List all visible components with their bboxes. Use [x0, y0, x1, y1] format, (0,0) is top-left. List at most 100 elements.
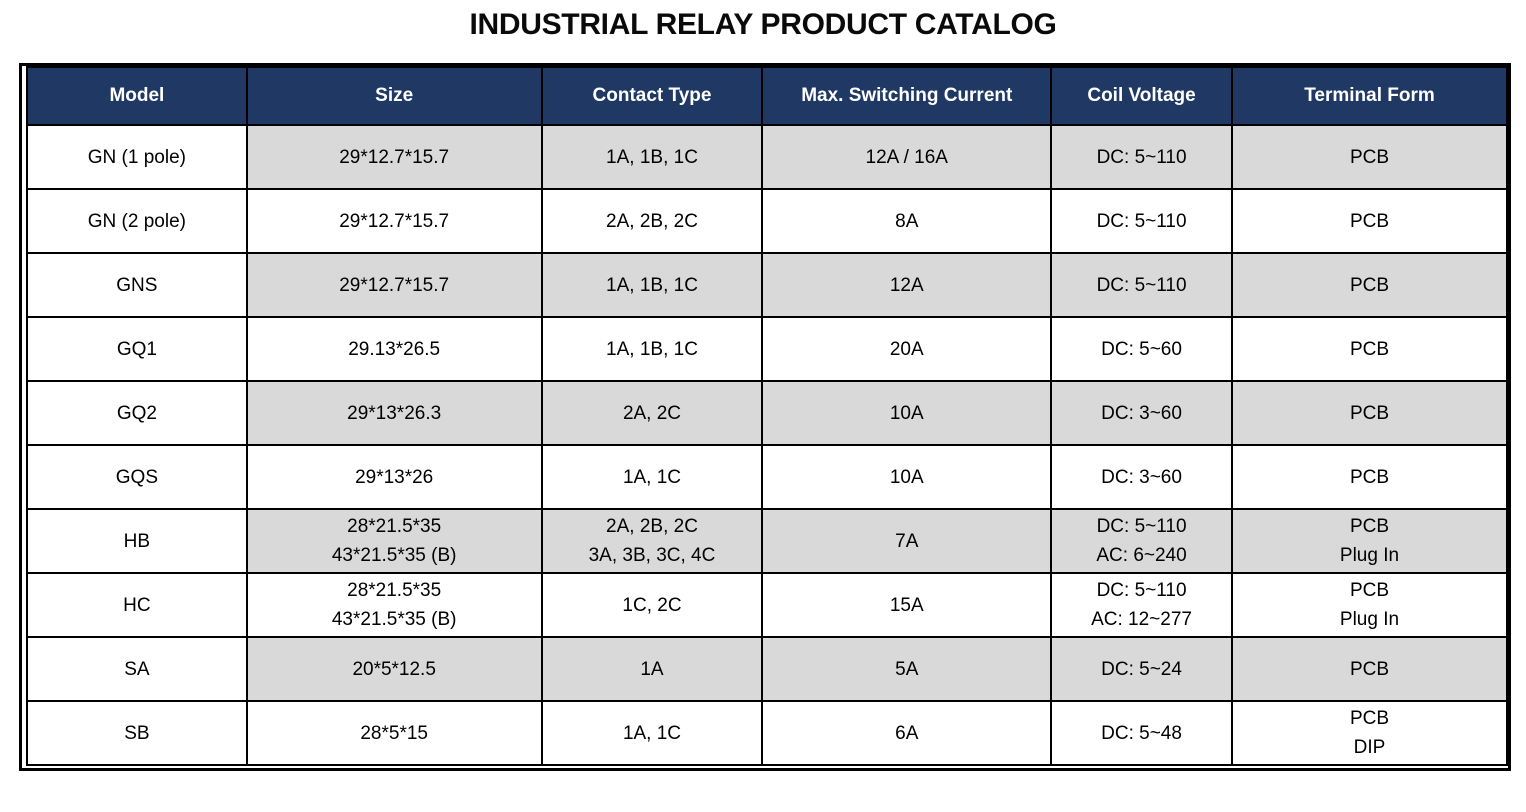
cell-line: PCB [1349, 210, 1390, 232]
cell-contact-type: 1C, 2C [540, 572, 764, 638]
cell-line: 6A [895, 722, 919, 744]
cell-line: 10A [889, 466, 924, 488]
cell-line: 43*21.5*35 (B) [331, 609, 457, 630]
cell-line: 7A [895, 530, 919, 552]
cell-line: 1A, 1B, 1C [606, 274, 698, 296]
cell-size: 28*21.5*35 43*21.5*35 (B) [245, 508, 543, 574]
table-row: GQ1 29.13*26.5 1A, 1B, 1C 20A DC: 5~60 PCB [26, 316, 1509, 382]
table-row: GQ2 29*13*26.3 2A, 2C 10A DC: 3~60 PCB [26, 380, 1509, 446]
cell-line: DC: 5~110 [1096, 146, 1187, 168]
cell-line: GQ1 [116, 338, 157, 360]
table-header-row: Model Size Contact Type Max. Switching C… [26, 66, 1509, 126]
column-header-terminal-form: Terminal Form [1230, 66, 1509, 126]
cell-line: 12A [889, 274, 924, 296]
cell-line: SA [124, 658, 150, 680]
cell-line: GNS [116, 274, 158, 296]
cell-coil-voltage: DC: 5~110 AC: 6~240 [1050, 508, 1233, 574]
cell-line: DC: 5~24 [1101, 658, 1182, 680]
cell-contact-type: 1A, 1B, 1C [540, 124, 764, 190]
cell-line: 20*5*12.5 [352, 658, 436, 680]
cell-line: 20A [889, 338, 924, 360]
cell-max-switching-current: 15A [761, 572, 1053, 638]
cell-contact-type: 1A, 1B, 1C [540, 252, 764, 318]
cell-size: 29*12.7*15.7 [245, 252, 543, 318]
cell-terminal-form: PCB [1230, 188, 1509, 254]
cell-line: 43*21.5*35 (B) [331, 545, 457, 566]
cell-line: Plug In [1339, 609, 1400, 630]
cell-line: 28*21.5*35 [347, 580, 442, 601]
cell-contact-type: 1A, 1C [540, 700, 764, 766]
cell-terminal-form: PCB [1230, 636, 1509, 702]
cell-model: GQS [26, 444, 248, 510]
cell-line: AC: 6~240 [1096, 545, 1187, 566]
cell-line: 1A [640, 658, 664, 680]
cell-size: 29*13*26 [245, 444, 543, 510]
cell-line: 5A [895, 658, 919, 680]
column-header-max-switching-current: Max. Switching Current [761, 66, 1053, 126]
cell-terminal-form: PCB [1230, 444, 1509, 510]
cell-size: 20*5*12.5 [245, 636, 543, 702]
cell-line: PCB [1349, 466, 1390, 488]
cell-max-switching-current: 5A [761, 636, 1053, 702]
table-row: HC 28*21.5*35 43*21.5*35 (B) 1C, 2C 15A DC: 5… [26, 572, 1509, 638]
cell-size: 29*12.7*15.7 [245, 188, 543, 254]
cell-line: DC: 5~110 [1096, 210, 1187, 232]
cell-line: 3A, 3B, 3C, 4C [588, 545, 716, 566]
cell-line: 1A, 1B, 1C [606, 146, 698, 168]
cell-max-switching-current: 10A [761, 444, 1053, 510]
table-row: GN (2 pole) 29*12.7*15.7 2A, 2B, 2C 8A DC: 5… [26, 188, 1509, 254]
cell-contact-type: 2A, 2B, 2C 3A, 3B, 3C, 4C [540, 508, 764, 574]
cell-coil-voltage: DC: 5~110 [1050, 188, 1233, 254]
cell-line: PCB [1349, 146, 1390, 168]
cell-size: 29*12.7*15.7 [245, 124, 543, 190]
cell-terminal-form: PCB [1230, 316, 1509, 382]
cell-line: PCB [1349, 708, 1390, 729]
cell-line: 29*12.7*15.7 [339, 274, 450, 296]
cell-size: 29*13*26.3 [245, 380, 543, 446]
cell-coil-voltage: DC: 3~60 [1050, 380, 1233, 446]
cell-line: DIP [1353, 737, 1386, 758]
cell-max-switching-current: 12A / 16A [761, 124, 1053, 190]
cell-size: 29.13*26.5 [245, 316, 543, 382]
cell-model: GQ1 [26, 316, 248, 382]
cell-max-switching-current: 10A [761, 380, 1053, 446]
table-row: SB 28*5*15 1A, 1C 6A DC: 5~48 PCB DIP [26, 700, 1509, 766]
cell-terminal-form: PCB [1230, 252, 1509, 318]
cell-contact-type: 1A [540, 636, 764, 702]
cell-line: 1A, 1C [622, 466, 682, 488]
cell-terminal-form: PCB [1230, 124, 1509, 190]
cell-line: DC: 3~60 [1101, 402, 1182, 424]
cell-model: GNS [26, 252, 248, 318]
cell-contact-type: 2A, 2C [540, 380, 764, 446]
cell-terminal-form: PCB DIP [1230, 700, 1509, 766]
table-row: GN (1 pole) 29*12.7*15.7 1A, 1B, 1C 12A / 1… [26, 124, 1509, 190]
cell-line: 29*13*26.3 [347, 402, 442, 424]
cell-line: PCB [1349, 580, 1390, 601]
table-row: GNS 29*12.7*15.7 1A, 1B, 1C 12A DC: 5~110 PCB [26, 252, 1509, 318]
catalog-table: Model Size Contact Type Max. Switching C… [26, 66, 1509, 766]
cell-coil-voltage: DC: 5~110 [1050, 252, 1233, 318]
cell-line: HB [123, 530, 151, 552]
cell-line: PCB [1349, 274, 1390, 296]
cell-size: 28*5*15 [245, 700, 543, 766]
column-header-contact-type: Contact Type [540, 66, 764, 126]
cell-line: PCB [1349, 338, 1390, 360]
cell-line: DC: 5~110 [1096, 516, 1187, 537]
cell-line: 8A [895, 210, 919, 232]
cell-line: PCB [1349, 402, 1390, 424]
cell-model: GN (2 pole) [26, 188, 248, 254]
table-row: HB 28*21.5*35 43*21.5*35 (B) 2A, 2B, 2C 3A, … [26, 508, 1509, 574]
cell-terminal-form: PCB Plug In [1230, 572, 1509, 638]
table-body: GN (1 pole) 29*12.7*15.7 1A, 1B, 1C 12A / 1… [26, 124, 1509, 766]
column-header-size: Size [245, 66, 543, 126]
cell-line: 12A / 16A [865, 146, 948, 168]
cell-line: DC: 5~60 [1101, 338, 1182, 360]
cell-model: GN (1 pole) [26, 124, 248, 190]
cell-max-switching-current: 20A [761, 316, 1053, 382]
cell-size: 28*21.5*35 43*21.5*35 (B) [245, 572, 543, 638]
column-header-coil-voltage: Coil Voltage [1050, 66, 1233, 126]
cell-coil-voltage: DC: 5~60 [1050, 316, 1233, 382]
cell-line: 15A [889, 594, 924, 616]
cell-line: 10A [889, 402, 924, 424]
cell-line: 1C, 2C [622, 594, 682, 616]
